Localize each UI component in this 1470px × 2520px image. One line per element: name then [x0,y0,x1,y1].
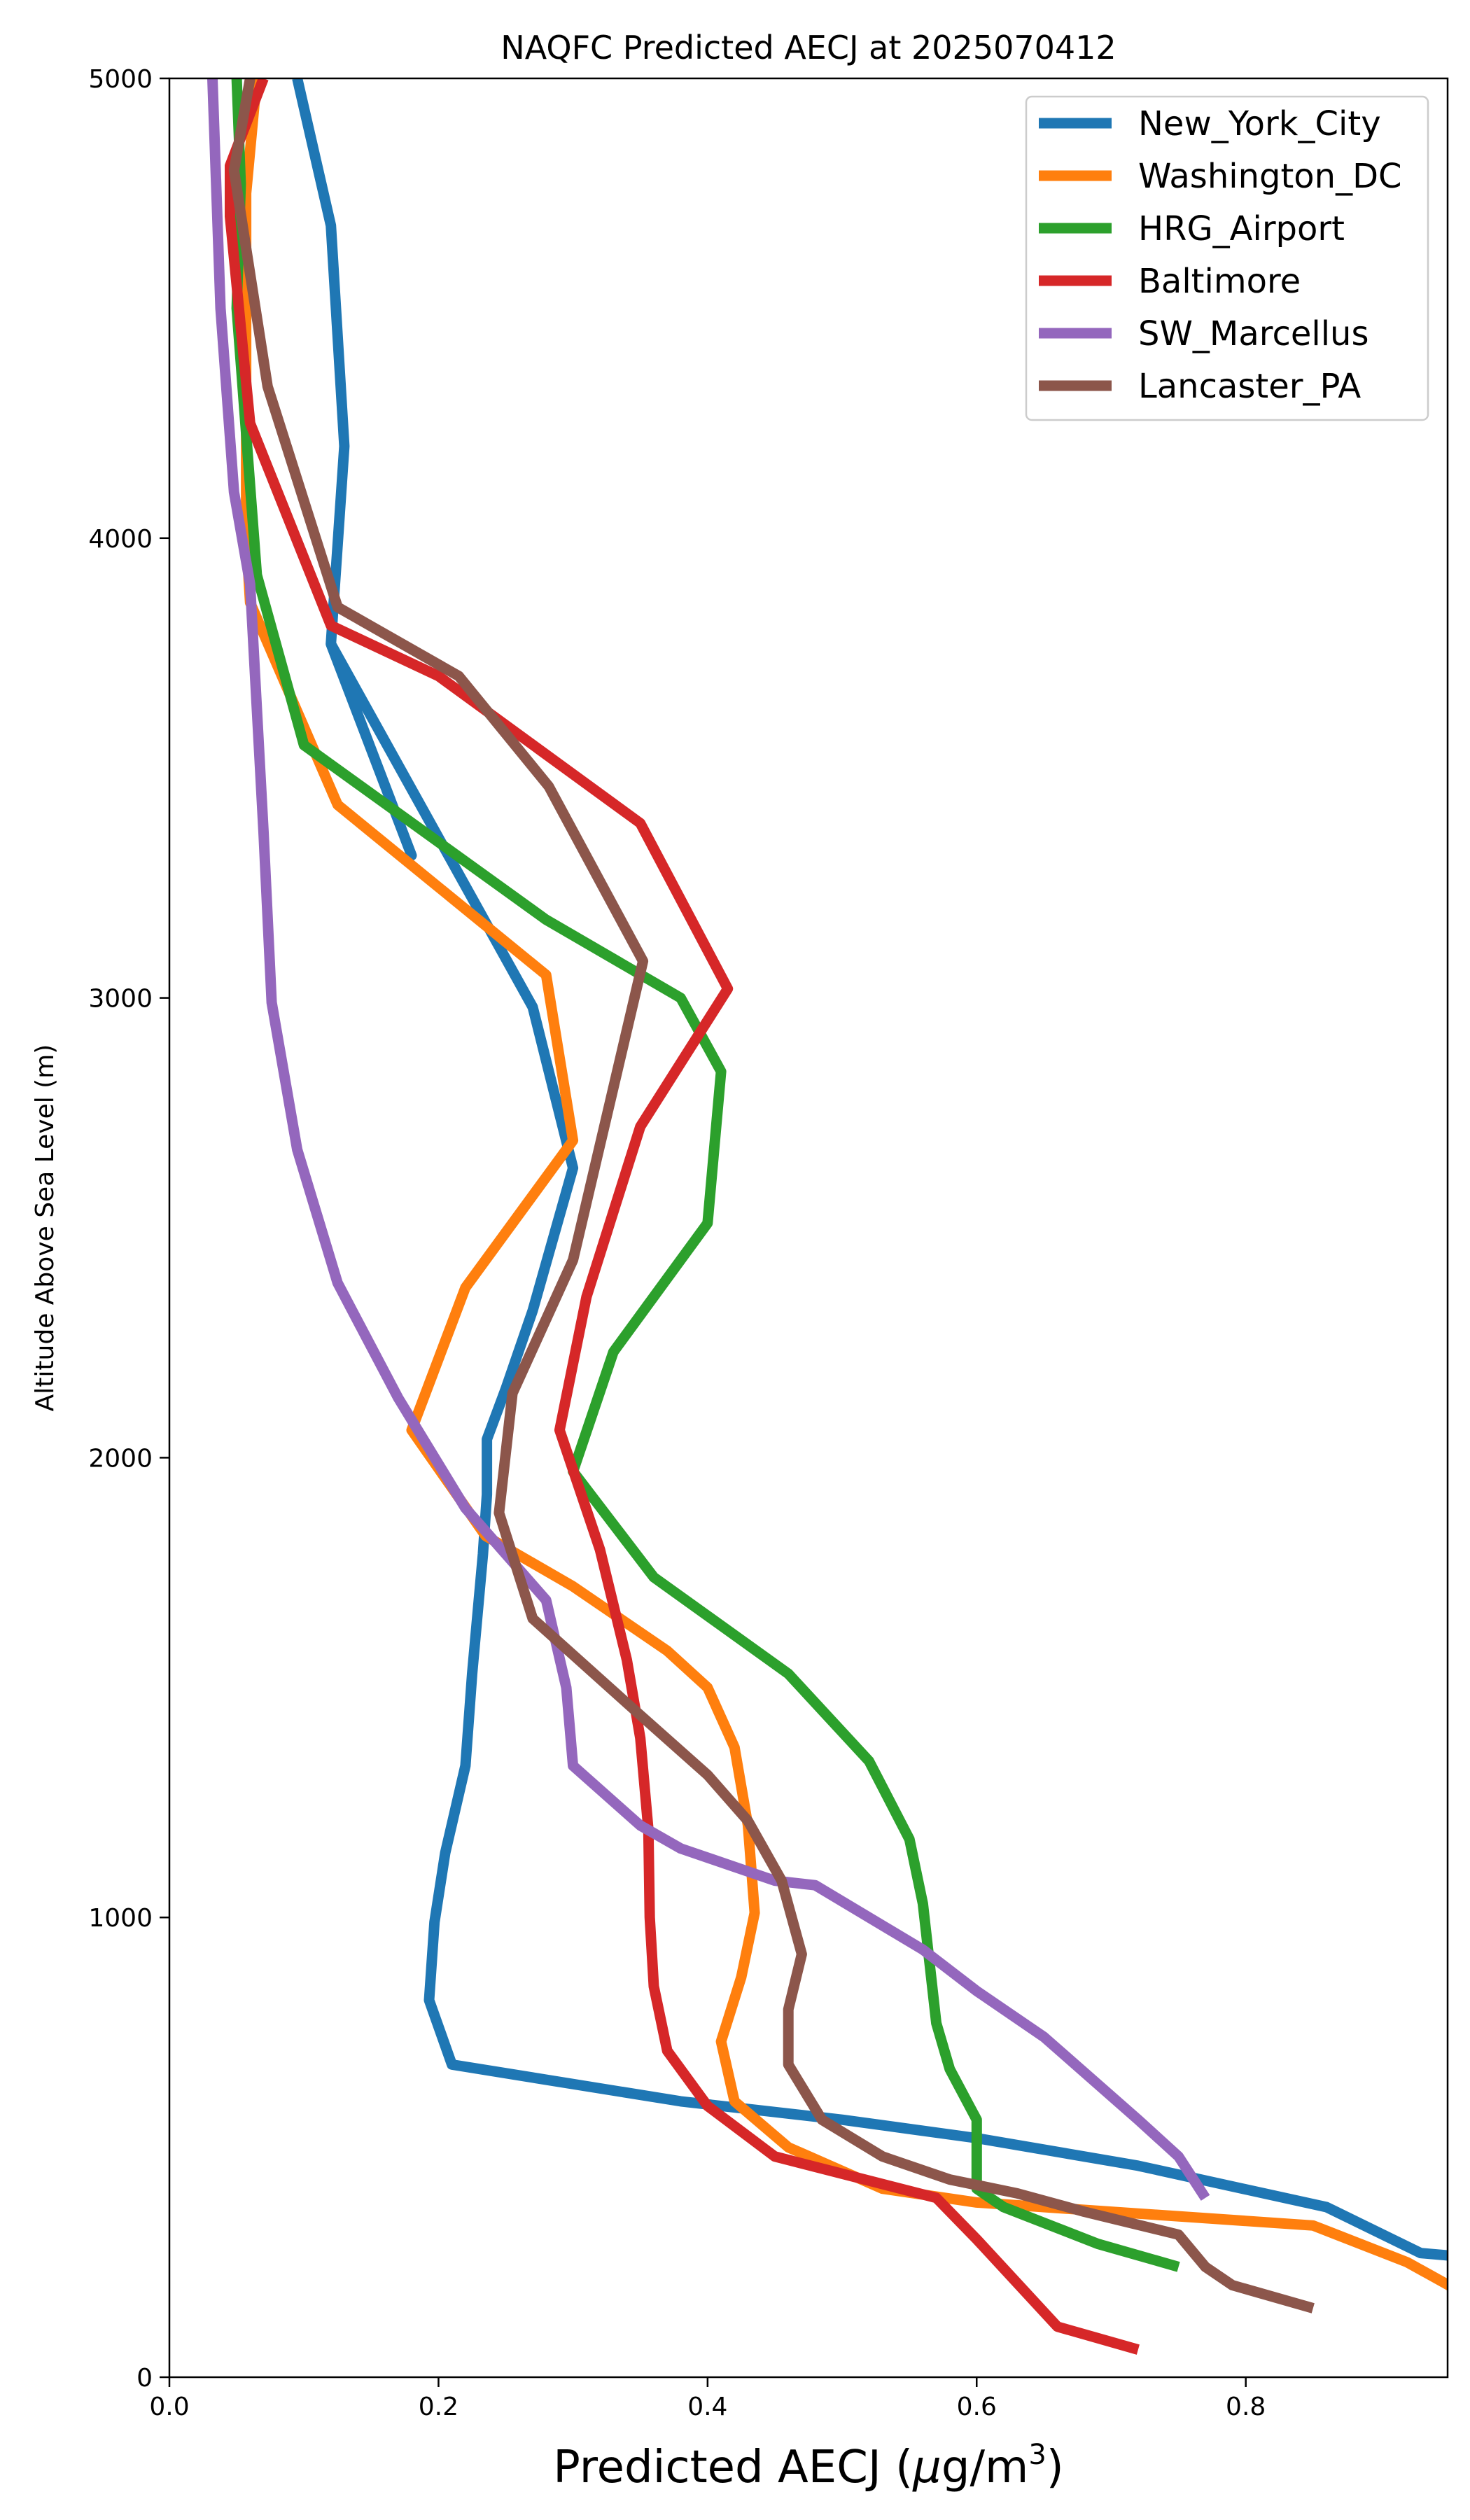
legend-label: Baltimore [1138,262,1301,301]
series-line-new-york-city [292,78,1448,2261]
y-tick-label: 5000 [88,65,153,94]
series-layer [207,78,1448,2355]
x-axis-label-mu: μ [912,2442,941,2493]
x-axis-label: Predicted AECJ (μg/m3) [553,2439,1064,2493]
legend-label: Washington_DC [1138,157,1402,196]
legend-label: Lancaster_PA [1138,367,1361,406]
x-axis-label-exponent: 3 [1028,2439,1046,2471]
legend: New_York_City Washington_DC HRG_Airport Bal… [1025,95,1429,421]
legend-label: HRG_Airport [1138,209,1345,248]
series-line-baltimore [225,78,1140,2355]
y-axis-label: Altitude Above Sea Level (m) [31,1044,59,1412]
y-tick-label: 3000 [88,985,153,1014]
series-line-washington-dc [241,78,1448,2291]
x-tick-label: 0.8 [1226,2393,1266,2421]
legend-label: New_York_City [1138,104,1381,144]
x-tick-label: 0.0 [149,2393,189,2421]
legend-box [1025,95,1429,421]
series-line-lancaster-pa [228,78,1315,2314]
chart-title: NAQFC Predicted AECJ at 2025070412 [500,29,1116,66]
x-tick-label: 0.4 [687,2393,727,2421]
y-axis-ticks: 0 1000 2000 3000 4000 5000 [88,65,169,2393]
y-tick-label: 0 [136,2364,153,2393]
x-axis-ticks: 0.0 0.2 0.4 0.6 0.8 [149,2377,1266,2421]
series-line-hrg-airport [231,78,1180,2272]
y-tick-label: 2000 [88,1444,153,1473]
x-tick-label: 0.6 [957,2393,997,2421]
x-axis-label-text: Predicted AECJ ( [553,2442,913,2493]
legend-label: SW_Marcellus [1138,314,1368,354]
plot-frame [168,77,1449,2379]
x-axis-label-close: ) [1046,2442,1064,2493]
series-line-sw-marcellus [207,78,1210,2201]
y-tick-label: 4000 [88,525,153,554]
x-axis-label-unit: g/m [941,2442,1029,2493]
x-tick-label: 0.2 [419,2393,458,2421]
y-tick-label: 1000 [88,1904,153,1933]
